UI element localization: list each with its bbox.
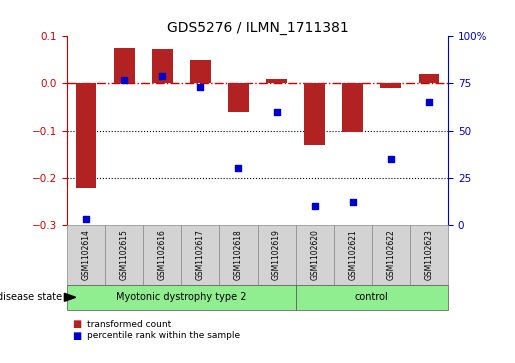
Bar bbox=[266, 79, 287, 83]
Text: GSM1102616: GSM1102616 bbox=[158, 229, 167, 281]
Text: transformed count: transformed count bbox=[87, 320, 171, 329]
Point bbox=[158, 73, 166, 79]
Point bbox=[425, 99, 433, 105]
Text: GSM1102618: GSM1102618 bbox=[234, 230, 243, 280]
Point bbox=[272, 109, 281, 115]
Point bbox=[82, 216, 90, 222]
Point bbox=[387, 156, 395, 162]
Point bbox=[349, 200, 357, 205]
Text: control: control bbox=[355, 292, 389, 302]
Text: GSM1102617: GSM1102617 bbox=[196, 229, 205, 281]
Bar bbox=[381, 83, 401, 88]
Bar bbox=[190, 60, 211, 83]
Text: GSM1102621: GSM1102621 bbox=[348, 230, 357, 280]
Point bbox=[311, 203, 319, 209]
Title: GDS5276 / ILMN_1711381: GDS5276 / ILMN_1711381 bbox=[167, 21, 348, 35]
Bar bbox=[228, 83, 249, 112]
Text: ■: ■ bbox=[72, 331, 81, 341]
Text: disease state: disease state bbox=[0, 292, 62, 302]
Text: GSM1102614: GSM1102614 bbox=[81, 229, 91, 281]
Bar bbox=[114, 48, 134, 83]
Bar bbox=[419, 74, 439, 83]
Point bbox=[196, 84, 204, 90]
Text: GSM1102615: GSM1102615 bbox=[119, 229, 129, 281]
Text: percentile rank within the sample: percentile rank within the sample bbox=[87, 331, 239, 340]
Text: Myotonic dystrophy type 2: Myotonic dystrophy type 2 bbox=[116, 292, 247, 302]
Text: GSM1102622: GSM1102622 bbox=[386, 230, 396, 280]
Text: ■: ■ bbox=[72, 319, 81, 329]
Bar bbox=[76, 83, 96, 188]
Text: GSM1102620: GSM1102620 bbox=[310, 229, 319, 281]
Text: GSM1102623: GSM1102623 bbox=[424, 229, 434, 281]
Bar bbox=[342, 83, 363, 132]
Point bbox=[234, 166, 243, 171]
Bar bbox=[304, 83, 325, 145]
Text: GSM1102619: GSM1102619 bbox=[272, 229, 281, 281]
Point bbox=[120, 77, 128, 83]
Bar bbox=[152, 49, 173, 83]
